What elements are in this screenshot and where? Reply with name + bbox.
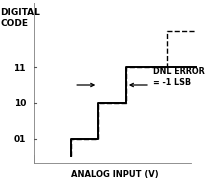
Text: DIGITAL
CODE: DIGITAL CODE xyxy=(0,8,40,28)
Text: DNL ERROR
= -1 LSB: DNL ERROR = -1 LSB xyxy=(153,68,204,87)
Text: ANALOG INPUT (V): ANALOG INPUT (V) xyxy=(71,170,159,179)
